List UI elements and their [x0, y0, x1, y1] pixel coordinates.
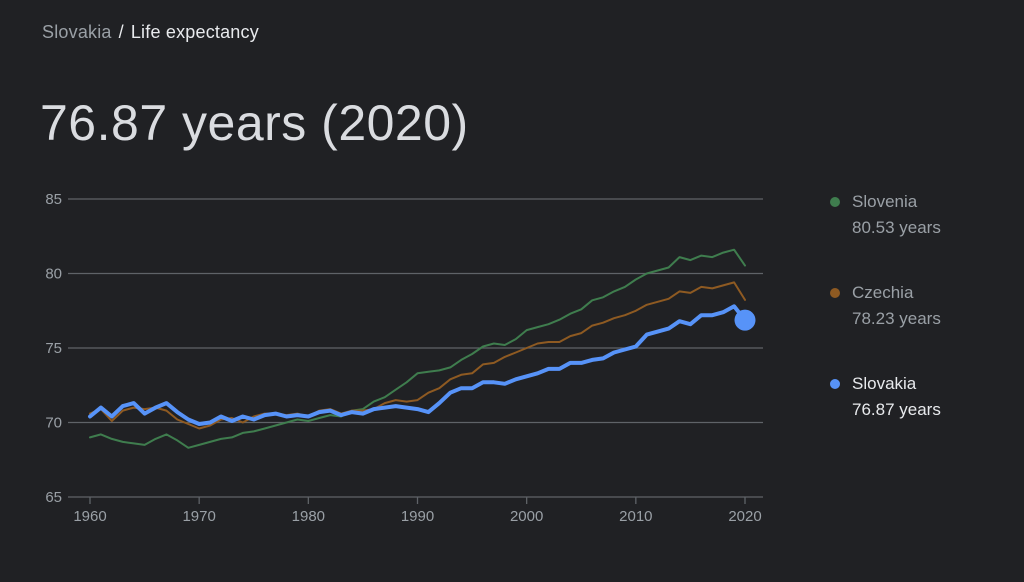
- breadcrumb-separator: /: [118, 22, 124, 42]
- y-axis-label-85: 85: [45, 191, 62, 208]
- breadcrumb: Slovakia / Life expectancy: [42, 22, 259, 43]
- x-axis-label-2010: 2010: [619, 508, 652, 525]
- headline-value: 76.87 years (2020): [40, 95, 469, 151]
- legend-value: 80.53 years: [852, 218, 941, 237]
- x-axis-label-1980: 1980: [292, 508, 325, 525]
- series-line-slovakia: [88, 304, 747, 426]
- legend-item-czechia: Czechia 78.23 years: [830, 280, 1010, 332]
- legend-label: Czechia: [852, 283, 914, 302]
- series-endpoint-dot-slovakia: [734, 309, 756, 331]
- slovakia-series-dot-icon: [830, 379, 840, 389]
- legend-item-slovakia: Slovakia 76.87 years: [830, 371, 1010, 423]
- slovenia-series-dot-icon: [830, 197, 840, 207]
- chart-legend: Slovenia 80.53 years Czechia 78.23 years…: [830, 189, 1010, 462]
- legend-label: Slovenia: [852, 192, 918, 211]
- y-axis-label-75: 75: [45, 340, 62, 357]
- x-axis-label-2000: 2000: [510, 508, 543, 525]
- legend-value: 78.23 years: [852, 309, 941, 328]
- czechia-series-dot-icon: [830, 288, 840, 298]
- series-line-slovenia: [89, 248, 746, 449]
- x-axis-label-1970: 1970: [182, 508, 215, 525]
- x-axis-label-1960: 1960: [73, 508, 106, 525]
- legend-item-slovenia: Slovenia 80.53 years: [830, 189, 1010, 241]
- y-axis-label-80: 80: [45, 266, 62, 283]
- x-axis-label-1990: 1990: [401, 508, 434, 525]
- y-axis-label-65: 65: [45, 489, 62, 506]
- x-axis-label-2020: 2020: [728, 508, 761, 525]
- y-axis-label-70: 70: [45, 415, 62, 432]
- breadcrumb-country-link[interactable]: Slovakia: [42, 22, 112, 42]
- series-line-czechia: [89, 281, 746, 430]
- breadcrumb-metric-link[interactable]: Life expectancy: [130, 22, 259, 42]
- legend-label: Slovakia: [852, 374, 917, 393]
- legend-value: 76.87 years: [852, 400, 941, 419]
